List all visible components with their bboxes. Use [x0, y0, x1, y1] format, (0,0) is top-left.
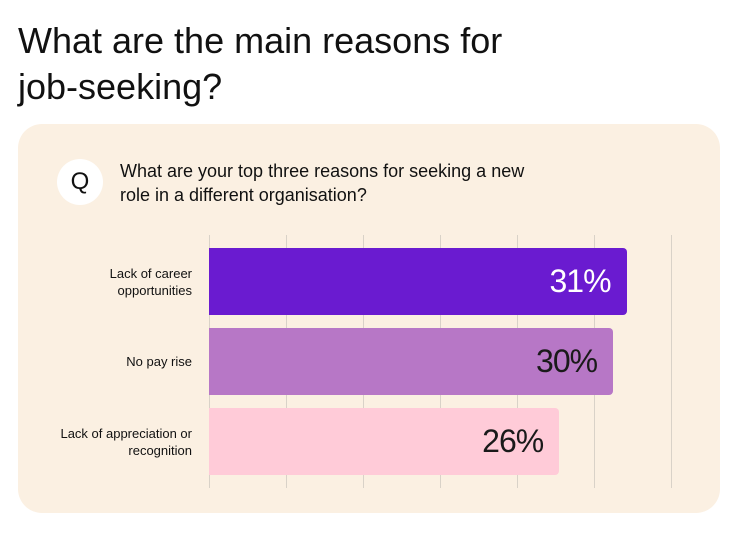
- bar: [209, 248, 627, 315]
- chart-title: What are the main reasons for job-seekin…: [18, 20, 503, 107]
- value-label: 31%: [549, 263, 612, 299]
- grid-line: [671, 235, 672, 488]
- question-icon: Q: [57, 159, 103, 205]
- category-label: Lack of appreciation or recognition: [60, 425, 192, 458]
- value-label: 30%: [536, 343, 598, 379]
- value-label: 26%: [482, 423, 544, 459]
- category-label: Lack of career opportunities: [109, 265, 192, 298]
- bar: [209, 408, 560, 475]
- bar: [209, 328, 614, 395]
- question: What are your top three reasons for seek…: [120, 161, 525, 205]
- category-label: No pay rise: [126, 354, 192, 369]
